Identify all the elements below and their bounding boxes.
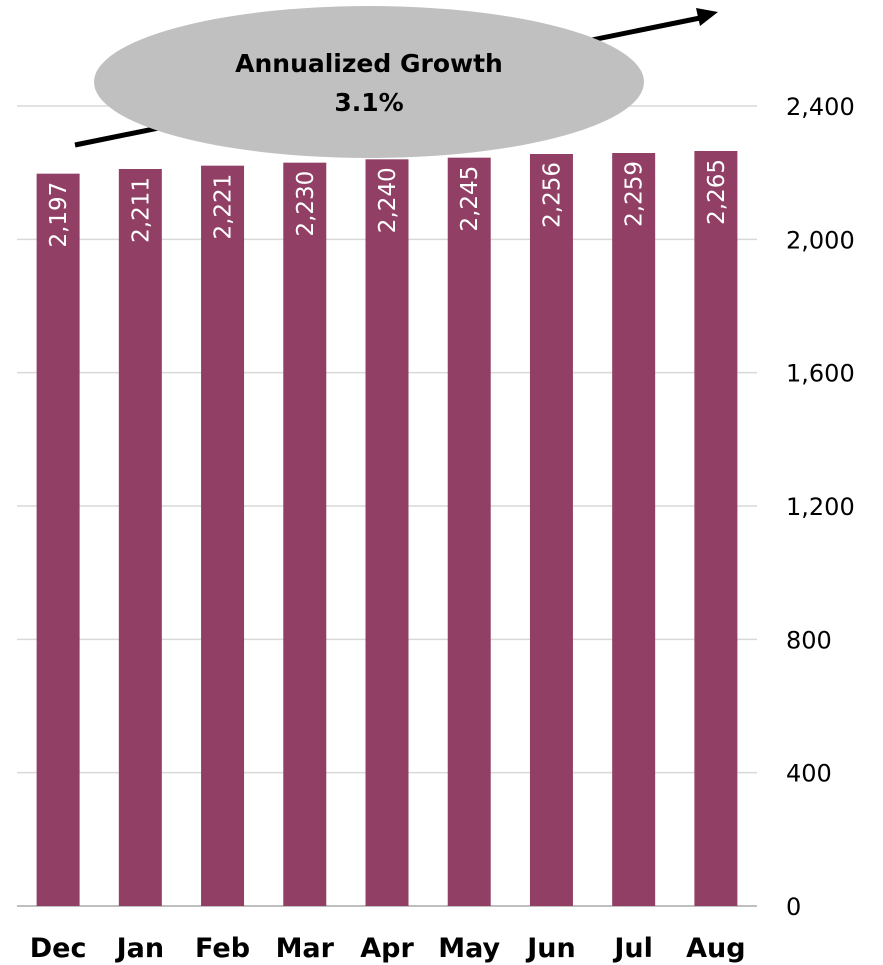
- data-label: 2,256: [539, 162, 565, 228]
- y-tick-label: 0: [786, 893, 801, 921]
- data-label: 2,245: [457, 166, 483, 232]
- bar-jan: [118, 169, 162, 906]
- x-tick-label: May: [438, 933, 500, 964]
- x-tick-label: Dec: [30, 933, 87, 964]
- x-tick-label: Jul: [612, 933, 653, 964]
- data-label: 2,240: [375, 167, 401, 233]
- data-labels: 2,197 2,211 2,221 2,230 2,240 2,245 2,256 2,259…: [46, 159, 730, 248]
- bars: [36, 151, 738, 907]
- y-axis-tick-labels: 0 400 800 1,200 1,600 2,000 2,400: [786, 93, 855, 921]
- bar-jul: [612, 153, 656, 906]
- bar-apr: [365, 159, 409, 907]
- data-label: 2,221: [211, 174, 237, 240]
- y-tick-label: 1,200: [786, 493, 855, 521]
- x-axis-tick-labels: Dec Jan Feb Mar Apr May Jun Jul Aug: [30, 933, 746, 964]
- x-tick-label: Jan: [115, 933, 165, 964]
- bar-aug: [694, 151, 738, 906]
- bar-dec: [36, 173, 80, 906]
- y-tick-label: 1,600: [786, 360, 855, 388]
- data-label: 2,230: [293, 171, 319, 237]
- data-label: 2,211: [128, 177, 154, 243]
- data-label: 2,197: [46, 182, 72, 248]
- bar-mar: [283, 162, 327, 906]
- data-label: 2,265: [704, 159, 730, 225]
- growth-annotation: Annualized Growth 3.1%: [74, 6, 718, 158]
- data-label: 2,259: [622, 161, 648, 227]
- x-tick-label: Apr: [360, 933, 414, 964]
- y-tick-label: 400: [786, 760, 832, 788]
- y-tick-label: 2,400: [786, 93, 855, 121]
- bar-may: [447, 157, 491, 906]
- x-tick-label: Jun: [525, 933, 576, 964]
- x-tick-label: Mar: [276, 933, 335, 964]
- y-tick-label: 800: [786, 626, 832, 654]
- bar-feb: [201, 165, 245, 906]
- annotation-value: 3.1%: [334, 88, 403, 117]
- bar-jun: [529, 154, 573, 906]
- x-tick-label: Aug: [686, 933, 745, 964]
- annotation-ellipse: [94, 6, 644, 158]
- y-tick-label: 2,000: [786, 226, 855, 254]
- trend-arrow-head: [696, 8, 718, 26]
- x-tick-label: Feb: [195, 933, 250, 964]
- annotation-title: Annualized Growth: [235, 49, 503, 78]
